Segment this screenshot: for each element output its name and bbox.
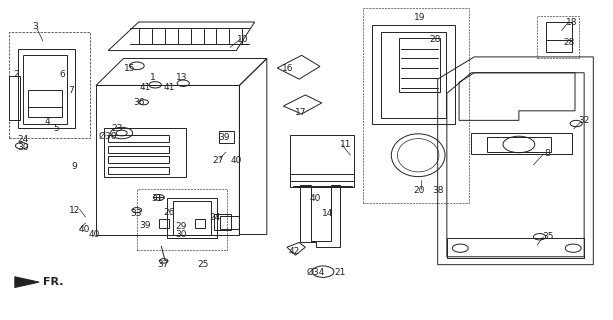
- Text: 8: 8: [545, 149, 550, 158]
- Bar: [159, 219, 169, 228]
- Text: Ø30: Ø30: [99, 132, 118, 141]
- Text: 41: 41: [139, 83, 150, 92]
- Text: Ø34: Ø34: [306, 268, 325, 277]
- Text: 17: 17: [295, 108, 306, 117]
- Bar: [108, 135, 169, 142]
- Text: 16: 16: [283, 63, 294, 73]
- Text: 19: 19: [414, 13, 425, 22]
- Text: 4: 4: [44, 117, 50, 126]
- Bar: [96, 85, 239, 235]
- Text: 35: 35: [542, 232, 554, 241]
- Text: 28: 28: [429, 35, 440, 44]
- Text: 3: 3: [32, 22, 38, 31]
- Bar: [108, 156, 169, 163]
- Text: 30: 30: [17, 143, 28, 152]
- Text: 28: 28: [563, 38, 574, 47]
- Text: 39: 39: [139, 220, 151, 229]
- Text: 39: 39: [218, 133, 230, 142]
- Polygon shape: [15, 277, 39, 288]
- Text: 2: 2: [14, 70, 20, 79]
- Text: 27: 27: [212, 156, 224, 164]
- Bar: [214, 214, 231, 230]
- Text: 24: 24: [17, 135, 28, 144]
- Text: 20: 20: [414, 186, 425, 195]
- Text: 15: 15: [124, 63, 135, 73]
- Text: 14: 14: [322, 209, 333, 219]
- Text: 23: 23: [112, 124, 123, 133]
- Text: 33: 33: [130, 209, 142, 219]
- Bar: [18, 49, 75, 128]
- Text: 10: 10: [237, 35, 248, 44]
- Text: 26: 26: [164, 208, 175, 217]
- Text: 24: 24: [210, 212, 221, 222]
- Bar: [104, 128, 186, 178]
- Text: 6: 6: [59, 70, 66, 79]
- Bar: [220, 215, 239, 229]
- Bar: [28, 90, 63, 117]
- Text: 5: 5: [53, 124, 59, 133]
- Bar: [23, 55, 67, 124]
- Text: 25: 25: [197, 260, 208, 269]
- Bar: [537, 16, 579, 59]
- Bar: [167, 198, 218, 238]
- Text: 41: 41: [164, 83, 175, 92]
- Text: 11: 11: [340, 140, 352, 148]
- Text: 30: 30: [176, 230, 187, 239]
- Text: 40: 40: [310, 194, 321, 203]
- Text: FR.: FR.: [43, 277, 64, 287]
- Text: 7: 7: [69, 86, 74, 95]
- Text: 40: 40: [230, 156, 242, 164]
- Text: 42: 42: [289, 247, 300, 257]
- Text: 29: 29: [176, 222, 187, 231]
- Text: 12: 12: [69, 206, 80, 215]
- Bar: [487, 137, 550, 152]
- Bar: [363, 8, 470, 203]
- Bar: [108, 146, 169, 153]
- Text: 32: 32: [579, 116, 590, 125]
- Bar: [546, 22, 572, 52]
- Bar: [9, 32, 90, 138]
- Text: 38: 38: [432, 186, 443, 195]
- Bar: [108, 167, 169, 174]
- Text: 13: 13: [176, 73, 187, 82]
- Text: 31: 31: [151, 194, 162, 203]
- Text: 36: 36: [133, 99, 145, 108]
- Text: 9: 9: [72, 162, 77, 171]
- Bar: [9, 76, 20, 120]
- Text: 37: 37: [158, 260, 169, 269]
- Text: 40: 40: [88, 230, 100, 239]
- Text: 1: 1: [150, 73, 156, 82]
- Bar: [196, 219, 205, 228]
- Text: 18: 18: [566, 18, 577, 27]
- Bar: [219, 132, 235, 142]
- Text: 21: 21: [334, 268, 346, 277]
- Text: 40: 40: [78, 225, 89, 234]
- Bar: [137, 188, 227, 251]
- Bar: [173, 201, 211, 235]
- Bar: [290, 135, 354, 187]
